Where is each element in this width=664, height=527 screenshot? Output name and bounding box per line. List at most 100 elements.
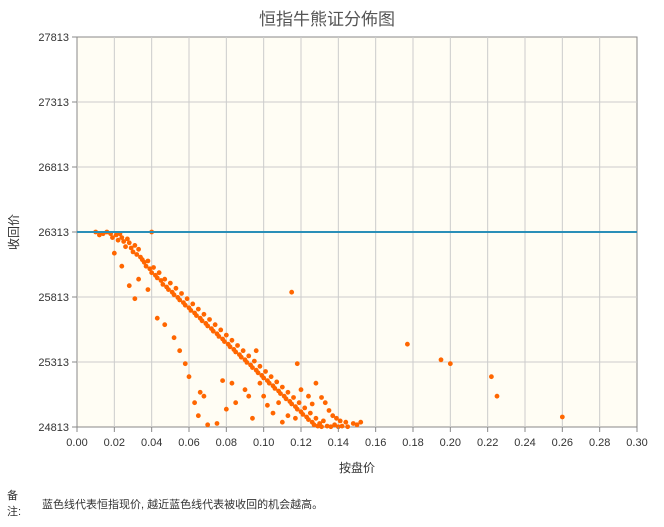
data-point <box>149 270 155 276</box>
data-point <box>190 301 196 307</box>
data-point <box>119 235 125 240</box>
data-point <box>111 250 117 256</box>
data-point <box>319 395 324 400</box>
data-point <box>160 281 166 287</box>
data-point <box>205 323 211 329</box>
data-point <box>339 423 345 429</box>
data-point <box>253 348 259 354</box>
data-point <box>354 422 360 428</box>
data-point <box>238 354 244 360</box>
data-point <box>128 245 134 251</box>
data-point <box>136 276 142 282</box>
data-point <box>201 311 207 317</box>
x-tick-label: 0.24 <box>514 437 535 449</box>
data-point <box>158 278 164 283</box>
data-point <box>319 424 324 430</box>
x-tick-label: 0.00 <box>66 437 87 449</box>
data-point <box>309 401 315 407</box>
data-point <box>126 283 132 289</box>
data-point <box>350 421 356 426</box>
data-point <box>177 348 183 354</box>
data-point <box>324 423 330 429</box>
data-point <box>218 327 224 333</box>
x-tick-label: 0.30 <box>626 437 647 449</box>
data-point <box>216 333 222 339</box>
data-point <box>293 415 298 421</box>
x-tick-label: 0.10 <box>253 437 274 449</box>
y-tick-label: 25313 <box>38 357 69 369</box>
data-point <box>223 406 229 412</box>
data-point <box>240 348 246 354</box>
data-point <box>289 289 295 295</box>
data-point <box>326 408 332 413</box>
data-point <box>235 343 240 348</box>
x-tick-label: 0.06 <box>178 437 199 449</box>
data-point <box>173 285 179 291</box>
data-point <box>154 275 160 281</box>
data-point <box>126 240 132 246</box>
x-tick-label: 0.08 <box>216 437 237 449</box>
x-tick-label: 0.02 <box>104 437 125 449</box>
data-point <box>220 378 226 383</box>
data-point <box>322 400 328 406</box>
data-point <box>145 258 151 264</box>
data-point <box>257 363 263 369</box>
data-point <box>285 413 291 419</box>
data-point <box>313 415 319 421</box>
data-point <box>162 276 168 282</box>
data-point <box>166 287 171 292</box>
data-point <box>207 317 212 322</box>
data-point <box>276 400 281 406</box>
data-point <box>136 246 142 252</box>
data-point <box>298 387 304 393</box>
data-point <box>345 424 351 430</box>
data-point <box>132 242 138 248</box>
data-point <box>343 419 349 425</box>
data-point <box>143 263 149 269</box>
data-point <box>261 375 267 381</box>
data-point <box>182 361 188 367</box>
data-point <box>294 406 300 412</box>
data-point <box>296 400 302 406</box>
x-tick-label: 0.14 <box>328 437 349 449</box>
y-axis-ticks: 24813 25313 25813 26313 26813 27313 27813 <box>38 32 77 434</box>
data-point <box>302 405 308 411</box>
data-point <box>97 232 102 238</box>
data-point <box>270 410 276 416</box>
data-point <box>186 374 192 380</box>
data-point <box>447 361 453 367</box>
data-point <box>177 297 183 303</box>
data-point <box>266 380 272 386</box>
data-point <box>205 422 211 428</box>
data-point <box>192 400 198 406</box>
data-point <box>265 402 270 408</box>
data-point <box>291 395 296 400</box>
data-point <box>110 235 115 240</box>
data-point <box>306 393 311 399</box>
y-tick-label: 25813 <box>38 292 69 304</box>
x-tick-label: 0.12 <box>290 437 311 449</box>
data-point <box>210 328 216 334</box>
data-point <box>294 361 300 367</box>
data-points <box>93 229 565 430</box>
data-point <box>171 335 177 341</box>
data-point <box>134 252 140 257</box>
data-point <box>274 379 280 385</box>
x-tick-label: 0.22 <box>477 437 498 449</box>
data-point <box>188 307 194 313</box>
data-point <box>182 302 188 308</box>
x-tick-label: 0.20 <box>440 437 461 449</box>
data-point <box>212 322 218 328</box>
note-heading: 备注: <box>7 490 22 518</box>
data-point <box>242 387 248 393</box>
data-point <box>130 249 136 255</box>
data-point <box>405 341 410 347</box>
x-tick-label: 0.26 <box>552 437 573 449</box>
data-point <box>195 413 201 419</box>
data-point <box>559 414 565 420</box>
data-point <box>279 419 285 425</box>
data-point <box>154 315 160 321</box>
data-point <box>113 232 119 238</box>
data-point <box>438 357 444 363</box>
